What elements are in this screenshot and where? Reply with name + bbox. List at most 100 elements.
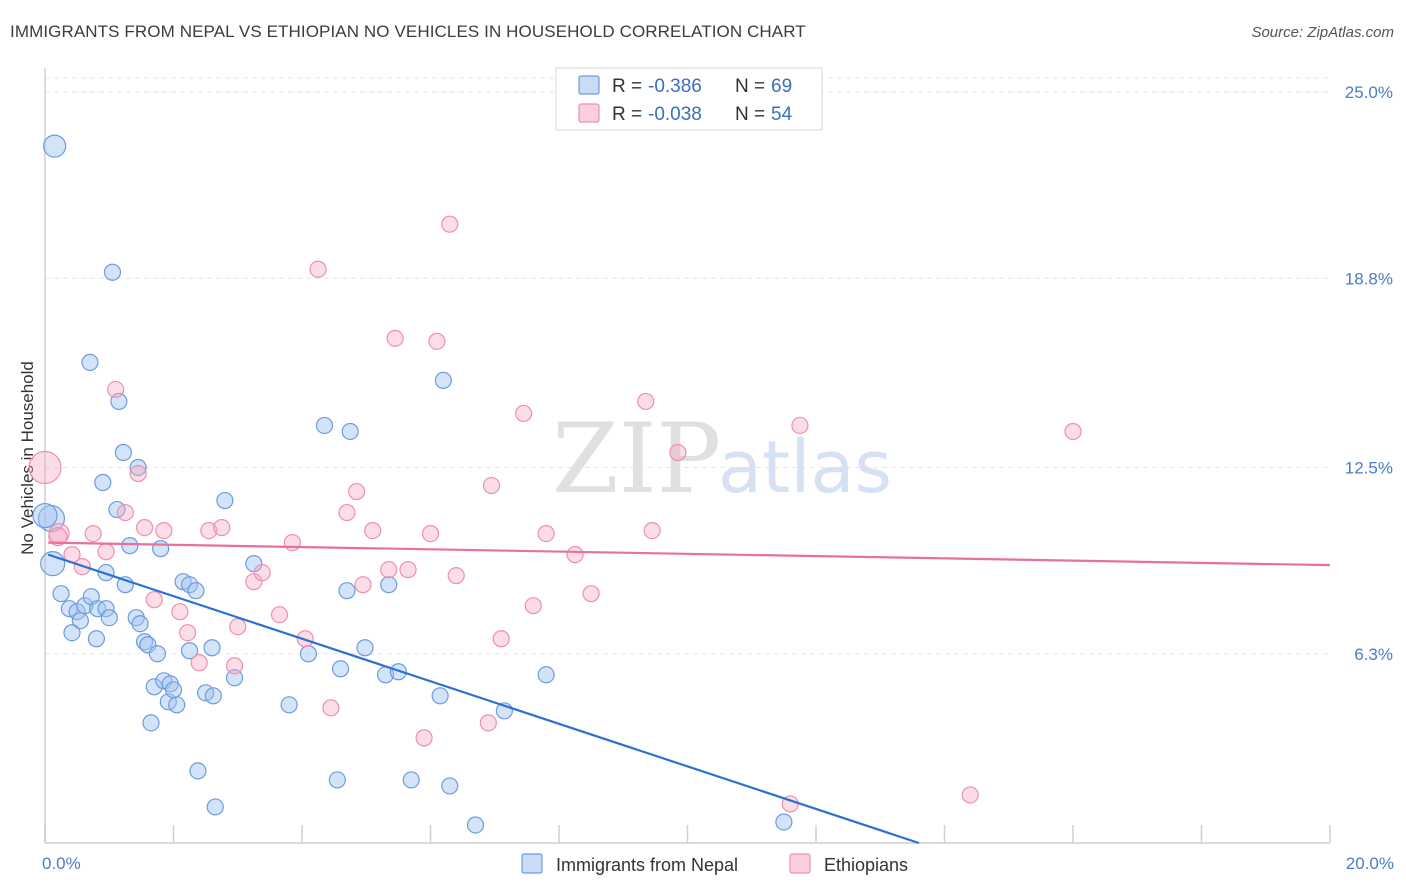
y-tick-label: 12.5%: [1345, 459, 1393, 478]
point-ethiopians: [190, 654, 208, 672]
point-nepal: [129, 458, 147, 477]
point-ethiopians: [179, 624, 197, 642]
point-nepal: [152, 540, 170, 558]
point-ethiopians: [566, 546, 584, 564]
bottom-legend-swatch-ethiopians: [789, 853, 811, 874]
point-ethiopians: [200, 521, 218, 540]
point-ethiopians: [338, 503, 356, 522]
legend: R = -0.386 N = 69 R = -0.038 N = 54: [555, 67, 823, 131]
point-ethiopians: [582, 585, 600, 603]
point-ethiopians: [283, 534, 301, 552]
point-ethiopians: [492, 630, 510, 648]
x-ticks: [44, 825, 1331, 843]
point-ethiopians: [84, 525, 102, 543]
chart-title: IMMIGRANTS FROM NEPAL VS ETHIOPIAN NO VE…: [10, 22, 806, 41]
point-nepal: [81, 353, 99, 371]
y-tick-label: 25.0%: [1345, 83, 1393, 102]
bottom-legend-label-ethiopians: Ethiopians: [824, 855, 908, 875]
point-ethiopians: [421, 525, 440, 543]
y-tick-labels: 6.3% 12.5% 18.8% 25.0%: [1345, 83, 1393, 664]
point-nepal: [189, 762, 207, 780]
point-nepal: [180, 642, 199, 660]
point-ethiopians: [322, 699, 340, 717]
point-nepal: [135, 633, 154, 651]
point-ethiopians: [669, 443, 687, 462]
legend-box: [555, 67, 823, 131]
bottom-legend: Immigrants from Nepal Ethiopians: [521, 853, 908, 875]
point-ethiopians: [479, 714, 497, 732]
data-points: [28, 134, 1082, 834]
y-tick-label: 6.3%: [1354, 645, 1393, 664]
point-ethiopians: [309, 260, 327, 278]
point-ethiopians: [354, 576, 372, 594]
point-ethiopians: [155, 521, 173, 540]
point-nepal: [32, 502, 58, 529]
point-nepal: [203, 639, 221, 657]
point-ethiopians: [415, 729, 433, 747]
legend-swatch-nepal: [578, 75, 600, 95]
point-ethiopians: [482, 476, 501, 495]
legend-r-value-nepal: -0.386: [648, 76, 702, 97]
legend-r-label-nepal: R =: [612, 76, 642, 97]
legend-n-label-ethiopians: N =: [735, 104, 765, 125]
point-nepal: [142, 714, 160, 732]
point-ethiopians: [28, 450, 62, 485]
point-ethiopians: [524, 597, 542, 615]
point-nepal: [775, 813, 793, 831]
point-nepal: [97, 600, 115, 618]
point-nepal: [187, 582, 205, 600]
point-ethiopians: [380, 561, 398, 579]
point-ethiopians: [135, 518, 154, 537]
point-ethiopians: [537, 525, 555, 543]
legend-swatch-ethiopians: [578, 103, 600, 123]
point-nepal: [87, 630, 106, 648]
point-nepal: [299, 645, 318, 663]
point-ethiopians: [348, 482, 366, 501]
point-nepal: [180, 576, 199, 594]
point-nepal: [145, 678, 163, 696]
point-nepal: [280, 696, 298, 714]
point-nepal: [434, 371, 452, 390]
bottom-legend-label-nepal: Immigrants from Nepal: [556, 855, 738, 875]
point-nepal: [204, 687, 222, 705]
point-nepal: [131, 615, 149, 633]
legend-n-value-nepal: 69: [771, 76, 792, 97]
legend-r-value-ethiopians: -0.038: [648, 104, 702, 125]
point-nepal: [100, 609, 118, 627]
point-nepal: [43, 134, 67, 158]
watermark-atlas: atlas: [718, 425, 892, 509]
point-ethiopians: [145, 591, 163, 609]
trend-line-nepal: [47, 553, 920, 845]
legend-r-label-ethiopians: R =: [612, 104, 642, 125]
point-nepal: [537, 666, 555, 684]
point-nepal: [315, 416, 334, 435]
point-nepal: [164, 681, 183, 699]
legend-n-value-ethiopians: 54: [771, 104, 793, 125]
legend-n-label-nepal: N =: [735, 76, 765, 97]
point-ethiopians: [270, 606, 289, 624]
point-nepal: [216, 491, 234, 510]
point-ethiopians: [171, 603, 189, 621]
point-ethiopians: [213, 518, 231, 537]
point-nepal: [94, 473, 112, 492]
point-ethiopians: [441, 215, 459, 233]
grid-lines: [45, 77, 1330, 655]
point-nepal: [431, 687, 449, 705]
point-ethiopians: [225, 657, 244, 675]
point-ethiopians: [253, 564, 271, 582]
point-ethiopians: [229, 618, 247, 636]
point-nepal: [466, 816, 485, 834]
point-nepal: [356, 639, 374, 657]
point-nepal: [389, 663, 407, 681]
point-nepal: [402, 771, 420, 789]
point-nepal: [71, 612, 89, 630]
point-ethiopians: [791, 416, 809, 435]
point-ethiopians: [399, 561, 417, 579]
point-nepal: [328, 771, 346, 789]
point-ethiopians: [116, 503, 134, 522]
point-ethiopians: [1064, 422, 1082, 441]
point-nepal: [52, 585, 70, 603]
point-ethiopians: [386, 329, 404, 347]
x-tick-label-max: 20.0%: [1346, 854, 1394, 873]
